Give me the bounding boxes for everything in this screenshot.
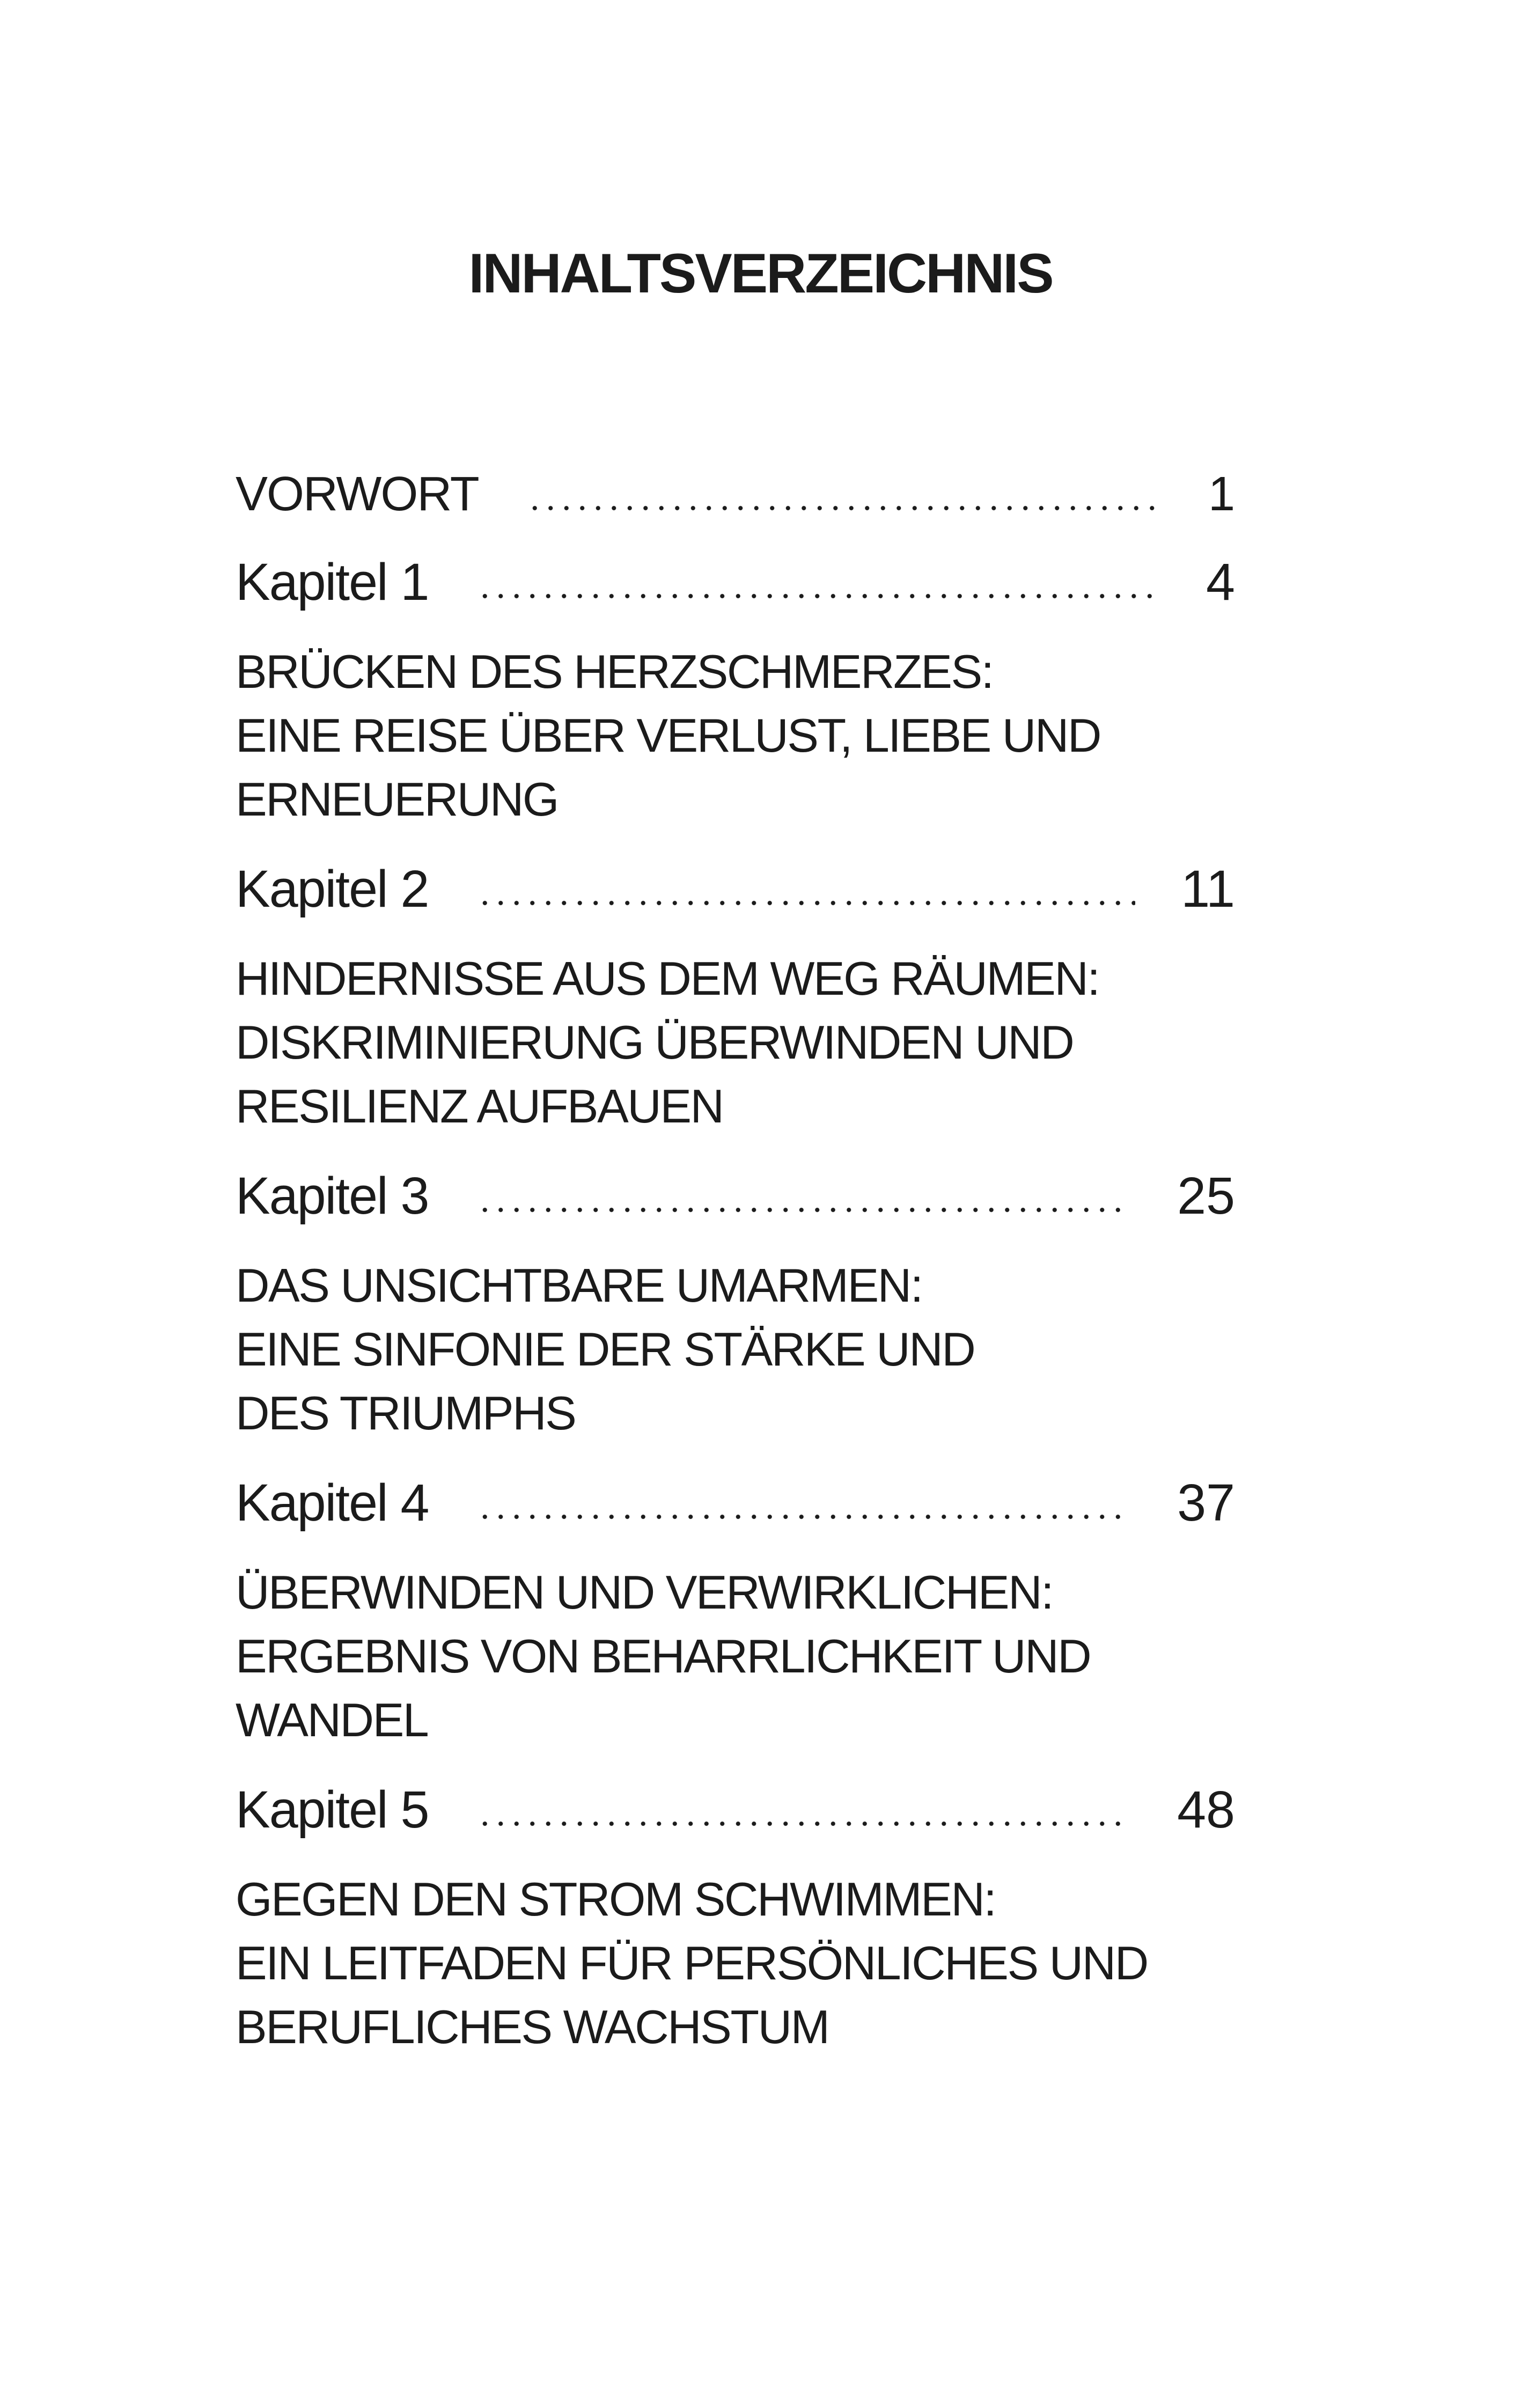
page-title: INHALTSVERZEICHNIS (468, 243, 1054, 305)
subtitle-line: DES TRIUMPHS (236, 1386, 577, 1440)
entry-label: Kapitel 4 (236, 1473, 429, 1532)
page-number: 37 (1177, 1473, 1235, 1532)
subtitle-line: ERGEBNIS VON BEHARRLICHKEIT UND (236, 1629, 1092, 1683)
subtitle-line: DISKRIMINIERUNG ÜBERWINDEN UND (236, 1016, 1075, 1069)
subtitle-line: GEGEN DEN STROM SCHWIMMEN: (236, 1873, 997, 1926)
toc-entry-chapter-3[interactable]: Kapitel 3 25 (236, 1164, 1235, 1228)
subtitle-line: EINE REISE ÜBER VERLUST, LIEBE UND (236, 709, 1101, 762)
subtitle-line: ÜBERWINDEN UND VERWIRKLICHEN: (236, 1566, 1054, 1619)
subtitle-line: ERNEUERUNG (236, 773, 559, 826)
toc-entry-chapter-4[interactable]: Kapitel 4 37 (236, 1471, 1235, 1535)
entry-label: Kapitel 2 (236, 860, 429, 918)
chapter-subtitle: BRÜCKEN DES HERZSCHMERZES: EINE REISE ÜBE… (236, 640, 1235, 831)
dot-leader (476, 1821, 1132, 1826)
toc-entry-chapter-2[interactable]: Kapitel 2 11 (236, 857, 1235, 921)
page-number: 1 (1208, 467, 1235, 521)
entry-label: VORWORT (236, 467, 480, 521)
entry-label: Kapitel 5 (236, 1780, 429, 1839)
chapter-subtitle: ÜBERWINDEN UND VERWIRKLICHEN: ERGEBNIS VO… (236, 1560, 1235, 1752)
page-number: 4 (1206, 553, 1235, 611)
dot-leader (476, 593, 1161, 599)
toc-entry-chapter-5[interactable]: Kapitel 5 48 (236, 1778, 1235, 1842)
subtitle-line: HINDERNISSE AUS DEM WEG RÄUMEN: (236, 952, 1100, 1005)
subtitle-line: BERUFLICHES WACHSTUM (236, 2000, 830, 2053)
page-number: 48 (1177, 1780, 1235, 1839)
chapter-subtitle: GEGEN DEN STROM SCHWIMMEN: EIN LEITFADEN … (236, 1867, 1235, 2059)
subtitle-line: DAS UNSICHTBARE UMARMEN: (236, 1259, 923, 1312)
chapter-subtitle: DAS UNSICHTBARE UMARMEN: EINE SINFONIE DE… (236, 1253, 1235, 1445)
subtitle-line: RESILIENZ AUFBAUEN (236, 1080, 724, 1133)
subtitle-line: WANDEL (236, 1693, 429, 1746)
toc-entry-preface[interactable]: VORWORT 1 (236, 462, 1235, 526)
dot-leader (476, 900, 1136, 906)
subtitle-line: BRÜCKEN DES HERZSCHMERZES: (236, 645, 994, 698)
dot-leader (476, 1207, 1132, 1213)
dot-leader (476, 1514, 1132, 1519)
page-number: 11 (1181, 860, 1235, 918)
page-number: 25 (1177, 1166, 1235, 1225)
toc-entry-chapter-1[interactable]: Kapitel 1 4 (236, 550, 1235, 614)
subtitle-line: EINE SINFONIE DER STÄRKE UND (236, 1323, 976, 1376)
subtitle-line: EIN LEITFADEN FÜR PERSÖNLICHES UND (236, 1936, 1149, 1989)
entry-label: Kapitel 1 (236, 553, 429, 611)
entry-label: Kapitel 3 (236, 1166, 429, 1225)
dot-leader (526, 505, 1163, 511)
table-of-contents: VORWORT 1 Kapitel 1 4 BRÜCKEN DES HERZSCHM… (236, 462, 1235, 2084)
chapter-subtitle: HINDERNISSE AUS DEM WEG RÄUMEN: DISKRIMIN… (236, 946, 1235, 1138)
